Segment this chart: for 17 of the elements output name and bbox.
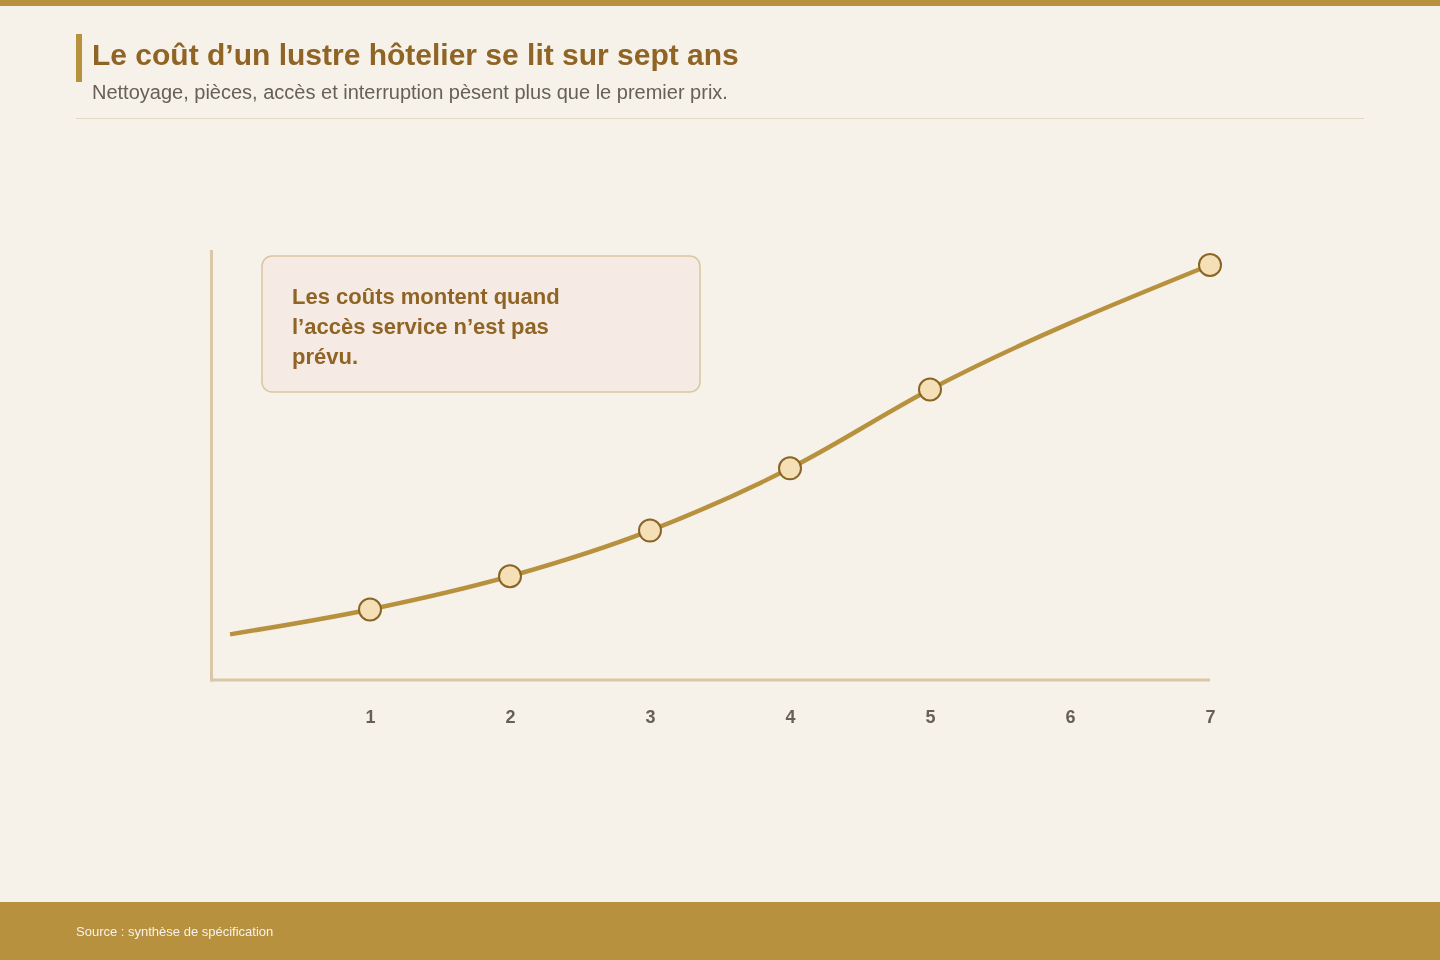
- point: [778, 456, 802, 481]
- x-tick-label: 5: [925, 706, 936, 727]
- point: [1198, 253, 1222, 277]
- point: [918, 377, 942, 402]
- x-tick-label: 1: [365, 706, 376, 727]
- point: [498, 564, 522, 589]
- chart-subtitle: Nettoyage, pièces, accès et interruption pèsent plus que le premier prix.: [92, 81, 728, 103]
- point: [638, 518, 662, 543]
- x-tick-label: 2: [505, 706, 516, 727]
- x-tick-label: 3: [645, 706, 656, 727]
- point: [358, 597, 382, 622]
- source-note: Source : synthèse de spécification: [76, 924, 274, 939]
- annotation: Les coûts montent quand l’accès service n’est pas prévu.: [292, 284, 560, 369]
- x-tick-label: 6: [1065, 706, 1076, 727]
- x-tick-label: 4: [785, 706, 796, 727]
- chart-title: Le coût d’un lustre hôtelier se lit sur sept ans: [92, 38, 739, 71]
- x-tick-label: 7: [1205, 706, 1216, 727]
